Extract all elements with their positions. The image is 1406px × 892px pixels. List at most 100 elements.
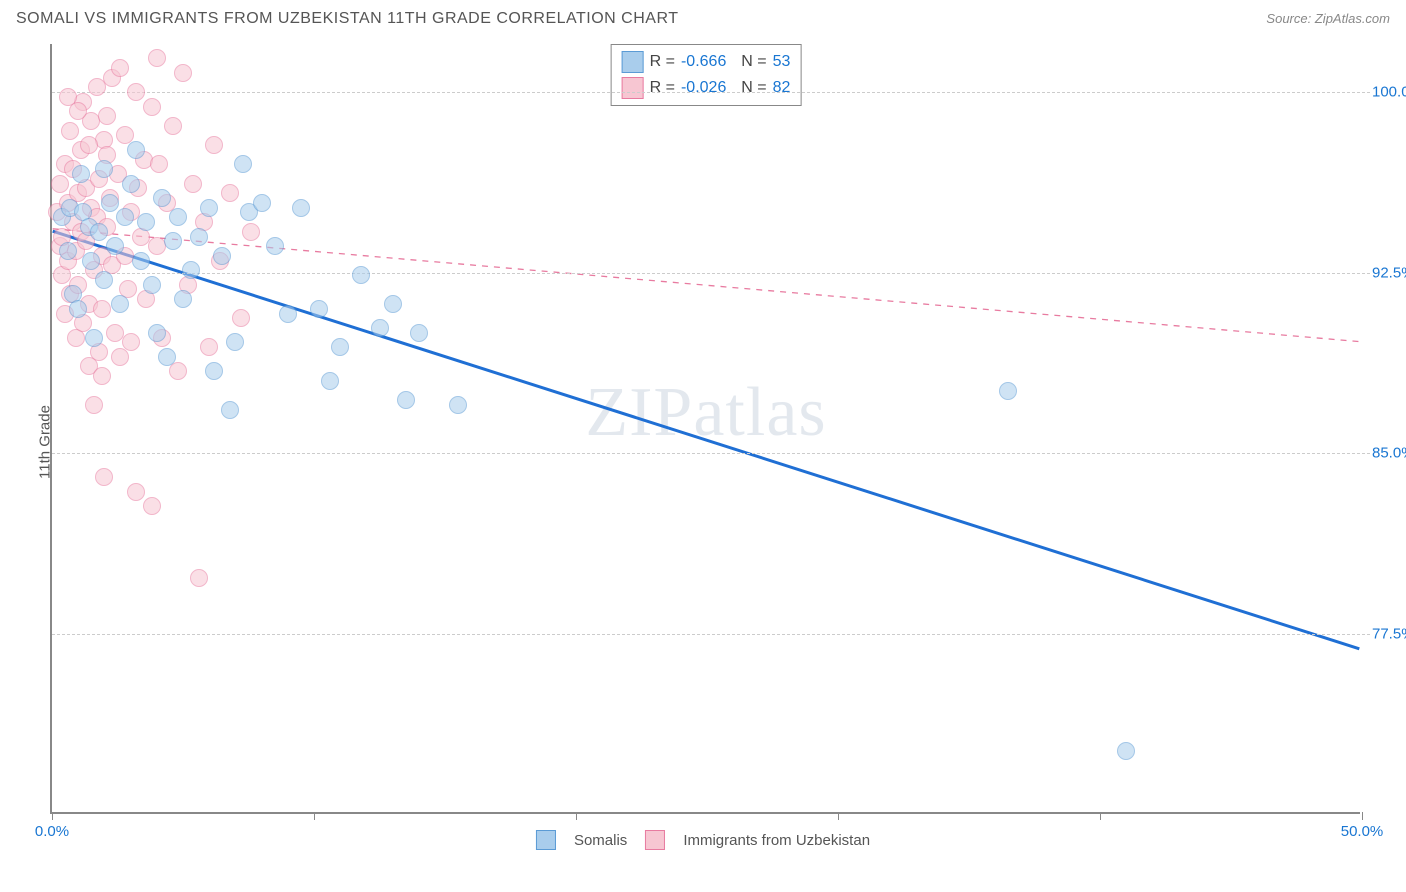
data-point — [95, 160, 113, 178]
data-point — [69, 102, 87, 120]
x-tick-label: 50.0% — [1341, 823, 1384, 840]
data-point — [98, 107, 116, 125]
data-point — [85, 329, 103, 347]
data-point — [200, 199, 218, 217]
data-point — [234, 155, 252, 173]
plot-area: ZIPatlas R = -0.666 N = 53 R = -0.026 N … — [50, 44, 1360, 814]
x-tick — [314, 812, 315, 820]
r-somalis: -0.666 — [681, 53, 726, 71]
data-point — [111, 295, 129, 313]
data-point — [127, 483, 145, 501]
watermark: ZIPatlas — [585, 373, 826, 453]
data-point — [352, 266, 370, 284]
data-point — [292, 199, 310, 217]
data-point — [90, 223, 108, 241]
source-site[interactable]: ZipAtlas.com — [1315, 11, 1390, 26]
data-point — [111, 59, 129, 77]
data-point — [205, 362, 223, 380]
data-point — [116, 208, 134, 226]
data-point — [95, 468, 113, 486]
x-tick — [1100, 812, 1101, 820]
data-point — [190, 569, 208, 587]
data-point — [397, 391, 415, 409]
data-point — [266, 237, 284, 255]
data-point — [190, 228, 208, 246]
swatch-somalis — [622, 51, 644, 73]
data-point — [150, 155, 168, 173]
data-point — [169, 362, 187, 380]
data-point — [221, 401, 239, 419]
data-point — [80, 136, 98, 154]
legend-swatch-somalis — [536, 830, 556, 850]
data-point — [242, 223, 260, 241]
data-point — [158, 348, 176, 366]
data-point — [122, 333, 140, 351]
data-point — [143, 98, 161, 116]
data-point — [101, 194, 119, 212]
x-tick-label: 0.0% — [35, 823, 69, 840]
gridline-h — [52, 453, 1370, 454]
y-tick-label: 77.5% — [1364, 625, 1406, 642]
legend-label-uzbek: Immigrants from Uzbekistan — [683, 832, 870, 849]
plot-wrap: 11th Grade ZIPatlas R = -0.666 N = 53 R … — [0, 32, 1406, 852]
data-point — [59, 88, 77, 106]
x-tick — [838, 812, 839, 820]
source-credit: Source: ZipAtlas.com — [1266, 11, 1390, 26]
data-point — [279, 305, 297, 323]
data-point — [174, 290, 192, 308]
data-point — [137, 213, 155, 231]
n-uzbek: 82 — [773, 79, 791, 97]
gridline-h — [52, 634, 1370, 635]
data-point — [88, 78, 106, 96]
data-point — [148, 49, 166, 67]
data-point — [999, 382, 1017, 400]
data-point — [232, 309, 250, 327]
data-point — [410, 324, 428, 342]
data-point — [169, 208, 187, 226]
data-point — [174, 64, 192, 82]
data-point — [95, 271, 113, 289]
n-somalis: 53 — [773, 53, 791, 71]
data-point — [148, 324, 166, 342]
data-point — [226, 333, 244, 351]
data-point — [106, 237, 124, 255]
y-tick-label: 85.0% — [1364, 445, 1406, 462]
stat-row-somalis: R = -0.666 N = 53 — [622, 49, 791, 75]
chart-title: SOMALI VS IMMIGRANTS FROM UZBEKISTAN 11T… — [16, 10, 679, 28]
data-point — [331, 338, 349, 356]
data-point — [127, 141, 145, 159]
y-tick-label: 92.5% — [1364, 264, 1406, 281]
legend-label-somalis: Somalis — [574, 832, 627, 849]
data-point — [164, 232, 182, 250]
data-point — [93, 300, 111, 318]
data-point — [85, 396, 103, 414]
data-point — [200, 338, 218, 356]
stat-row-uzbek: R = -0.026 N = 82 — [622, 75, 791, 101]
data-point — [321, 372, 339, 390]
data-point — [72, 165, 90, 183]
data-point — [310, 300, 328, 318]
data-point — [205, 136, 223, 154]
x-tick — [1362, 812, 1363, 820]
data-point — [82, 252, 100, 270]
stat-legend: R = -0.666 N = 53 R = -0.026 N = 82 — [611, 44, 802, 106]
data-point — [221, 184, 239, 202]
swatch-uzbek — [622, 77, 644, 99]
data-point — [127, 83, 145, 101]
data-point — [1117, 742, 1135, 760]
data-point — [59, 242, 77, 260]
title-bar: SOMALI VS IMMIGRANTS FROM UZBEKISTAN 11T… — [0, 0, 1406, 32]
r-uzbek: -0.026 — [681, 79, 726, 97]
gridline-h — [52, 92, 1370, 93]
x-tick — [52, 812, 53, 820]
data-point — [61, 122, 79, 140]
data-point — [213, 247, 231, 265]
data-point — [93, 367, 111, 385]
data-point — [143, 497, 161, 515]
data-point — [449, 396, 467, 414]
data-point — [132, 252, 150, 270]
data-point — [122, 175, 140, 193]
data-point — [153, 189, 171, 207]
y-tick-label: 100.0% — [1364, 84, 1406, 101]
data-point — [182, 261, 200, 279]
